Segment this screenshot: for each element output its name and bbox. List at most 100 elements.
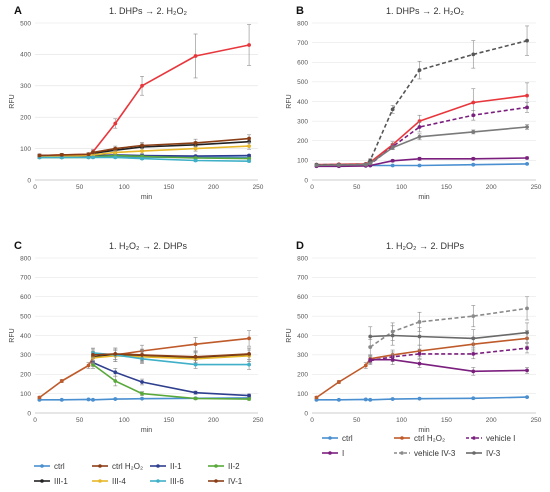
x-tick-label: 250 [531, 417, 542, 424]
y-tick-label: 200 [20, 115, 31, 122]
data-point [247, 352, 251, 356]
x-axis-label: min [418, 194, 429, 201]
data-point [193, 146, 198, 151]
data-point [113, 370, 118, 375]
series-line [316, 157, 528, 168]
data-point [59, 379, 64, 383]
panel-b: B 1. DHPs → 2. H₂O₂0100200300400500600700… [286, 5, 542, 201]
data-point [37, 153, 42, 158]
data-point [363, 363, 368, 368]
legend-label: II-1 [170, 462, 182, 471]
y-tick-label: 800 [297, 20, 308, 27]
x-tick-label: 100 [396, 184, 407, 191]
data-point [247, 153, 251, 158]
chart-title: 1. DHPs → 2. H₂O₂ [109, 6, 188, 16]
data-point [86, 397, 91, 402]
y-tick-label: 400 [297, 333, 308, 340]
legend-label: ctrl H₂O₂ [112, 462, 143, 471]
legend-label: III-1 [54, 477, 68, 486]
data-point [140, 149, 144, 154]
data-point [525, 162, 529, 166]
series-line [316, 39, 528, 166]
series-ii-2 [90, 360, 252, 401]
x-tick-label: 150 [163, 184, 174, 191]
y-tick-label: 800 [297, 255, 308, 262]
legend-label: ctrl [342, 434, 353, 443]
y-tick-label: 400 [297, 99, 308, 106]
legend-marker [472, 436, 476, 440]
panel-letter: C [14, 240, 22, 252]
data-point [247, 393, 251, 398]
data-point [417, 352, 422, 356]
data-point [417, 361, 422, 366]
legend-right: ctrl ctrl H₂O₂ vehicle I I vehicle IV-3 IV-3 [322, 434, 515, 458]
legend-label: vehicle I [486, 434, 515, 443]
x-tick-label: 0 [33, 417, 37, 424]
y-tick-label: 200 [297, 138, 308, 145]
data-point [471, 314, 476, 319]
data-point [140, 380, 144, 384]
data-point [417, 68, 422, 72]
data-point [417, 125, 422, 129]
series-line [39, 145, 250, 157]
data-point [193, 342, 198, 347]
data-point [113, 155, 118, 160]
x-tick-label: 50 [353, 184, 361, 191]
legend-label: IV-3 [486, 449, 501, 458]
legend-marker [328, 436, 332, 440]
data-point [368, 334, 373, 339]
legend-marker [472, 451, 476, 455]
y-tick-label: 100 [297, 391, 308, 398]
legend-marker [40, 464, 44, 468]
data-point [113, 397, 118, 401]
data-point [247, 136, 251, 141]
x-tick-label: 0 [310, 417, 314, 424]
data-point [91, 397, 95, 402]
data-point [390, 107, 395, 112]
chart-title: 1. DHPs → 2. H₂O₂ [386, 6, 465, 16]
x-tick-label: 200 [486, 184, 497, 191]
legend-marker [214, 479, 218, 483]
data-point [91, 150, 95, 155]
series-line [370, 347, 528, 362]
data-point [37, 395, 42, 400]
y-tick-label: 200 [297, 372, 308, 379]
y-tick-label: 400 [20, 333, 31, 340]
data-point [471, 130, 476, 134]
legend-label: ctrl [54, 462, 65, 471]
panel-letter: D [296, 240, 304, 252]
series-ctrl-h-o- [37, 24, 252, 158]
data-point [140, 396, 144, 401]
legend-label: ctrl H₂O₂ [414, 434, 445, 443]
data-point [193, 396, 198, 401]
y-tick-label: 600 [20, 294, 31, 301]
y-tick-label: 600 [297, 60, 308, 67]
y-tick-label: 300 [20, 352, 31, 359]
legend-left: ctrl ctrl H₂O₂ II-1 II-2 III-1 III-4 III-6 IV-1 [34, 462, 243, 486]
data-point [86, 155, 91, 160]
series-line [39, 44, 250, 157]
data-point [368, 158, 373, 163]
data-point [91, 352, 95, 357]
x-tick-label: 200 [208, 184, 219, 191]
data-point [140, 143, 144, 148]
x-axis-label: min [141, 427, 152, 434]
y-tick-label: 700 [297, 40, 308, 47]
legend-marker [400, 451, 404, 455]
data-point [363, 397, 368, 402]
data-point [336, 380, 341, 384]
data-point [471, 113, 476, 118]
legend-label: III-4 [112, 477, 126, 486]
y-tick-label: 600 [297, 294, 308, 301]
data-point [247, 159, 251, 164]
y-tick-label: 100 [20, 146, 31, 153]
x-tick-label: 50 [76, 417, 84, 424]
data-point [193, 362, 198, 367]
y-tick-label: 100 [20, 391, 31, 398]
chart-title: 1. H₂O₂ → 2. DHPs [109, 241, 188, 251]
data-point [247, 43, 251, 47]
data-point [314, 163, 319, 168]
data-point [471, 396, 476, 401]
data-point [86, 363, 91, 368]
data-point [525, 395, 529, 400]
